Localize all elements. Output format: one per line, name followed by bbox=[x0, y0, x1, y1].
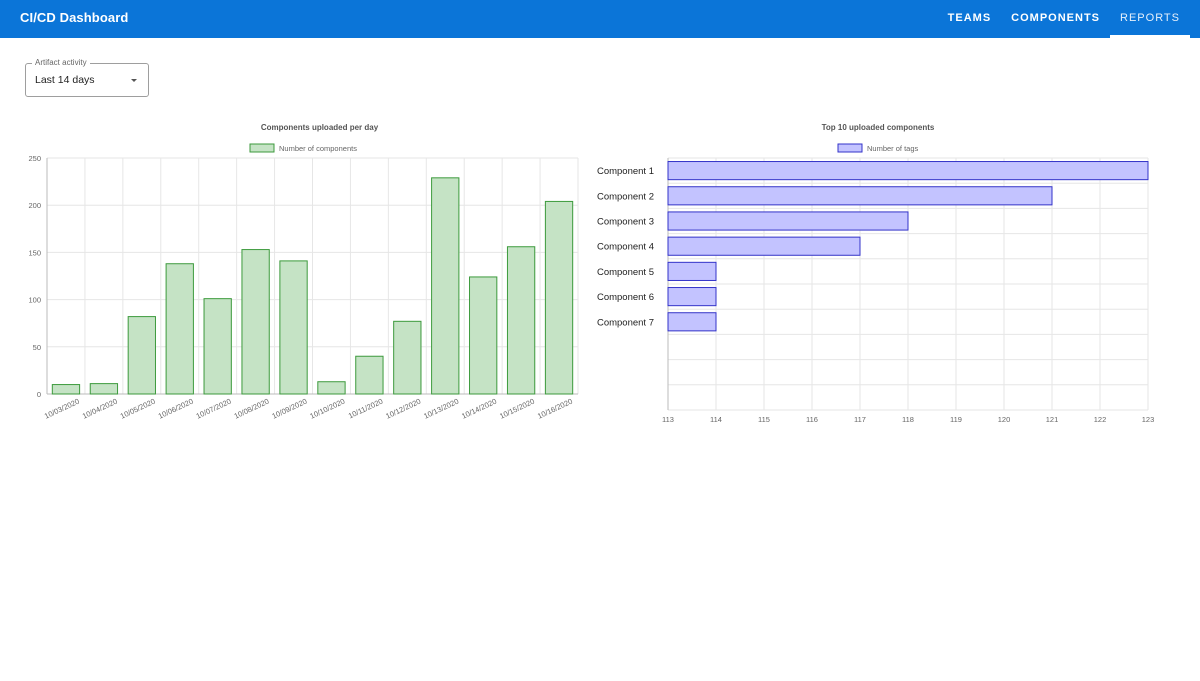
y-tick-label: 0 bbox=[37, 390, 41, 399]
x-tick-label: 10/13/2020 bbox=[422, 397, 460, 421]
chart-title: Components uploaded per day bbox=[261, 123, 379, 132]
artifact-activity-value: Last 14 days bbox=[35, 74, 95, 86]
tab-reports[interactable]: REPORTS bbox=[1110, 0, 1190, 38]
x-tick-label: 10/12/2020 bbox=[384, 397, 422, 421]
app-title: CI/CD Dashboard bbox=[20, 10, 129, 25]
bar bbox=[279, 260, 308, 395]
x-tick-label: 10/16/2020 bbox=[536, 397, 574, 421]
x-tick-label: 120 bbox=[998, 415, 1011, 424]
x-tick-label: 10/06/2020 bbox=[157, 397, 195, 421]
y-tick-label: Component 6 bbox=[597, 292, 654, 303]
bar bbox=[127, 316, 156, 395]
tab-components[interactable]: COMPONENTS bbox=[1011, 12, 1101, 24]
bar bbox=[393, 320, 422, 395]
bar bbox=[667, 287, 717, 307]
artifact-activity-label: Artifact activity bbox=[32, 58, 90, 67]
x-tick-label: 10/07/2020 bbox=[195, 397, 233, 421]
bar bbox=[667, 186, 1053, 206]
bar bbox=[667, 261, 717, 281]
x-tick-label: 114 bbox=[710, 415, 722, 424]
y-tick-label: 100 bbox=[28, 296, 41, 305]
x-tick-label: 10/14/2020 bbox=[460, 397, 498, 421]
top-components-chart: Top 10 uploaded components Number of tags… bbox=[597, 123, 1155, 424]
legend-swatch bbox=[837, 143, 863, 153]
artifact-activity-select[interactable]: Artifact activity Last 14 days bbox=[25, 58, 149, 97]
y-tick-label: 50 bbox=[33, 343, 41, 352]
bar bbox=[203, 298, 232, 395]
y-tick-label: Component 3 bbox=[597, 217, 654, 228]
y-tick-label: Component 4 bbox=[597, 242, 654, 253]
bar bbox=[667, 236, 861, 256]
bar bbox=[667, 312, 717, 332]
legend-label: Number of tags bbox=[867, 144, 919, 153]
bar bbox=[544, 200, 574, 395]
components-per-day-chart: Components uploaded per day Number of com… bbox=[28, 123, 579, 421]
x-tick-label: 115 bbox=[758, 415, 770, 424]
chevron-down-icon bbox=[131, 79, 137, 82]
bar bbox=[355, 355, 384, 395]
x-tick-label: 10/03/2020 bbox=[43, 397, 81, 421]
y-tick-label: Component 1 bbox=[597, 166, 654, 177]
x-tick-label: 121 bbox=[1046, 415, 1059, 424]
y-tick-label: 200 bbox=[28, 201, 41, 210]
legend-swatch bbox=[249, 143, 275, 153]
x-tick-label: 10/05/2020 bbox=[119, 397, 157, 421]
x-tick-label: 10/15/2020 bbox=[498, 397, 536, 421]
chart-title: Top 10 uploaded components bbox=[822, 123, 935, 132]
bar bbox=[317, 381, 346, 395]
bar bbox=[241, 249, 270, 395]
legend-label: Number of components bbox=[279, 144, 357, 153]
x-tick-label: 10/04/2020 bbox=[81, 397, 119, 421]
y-tick-label: Component 5 bbox=[597, 267, 654, 278]
x-tick-label: 116 bbox=[806, 415, 818, 424]
tab-teams[interactable]: TEAMS bbox=[947, 12, 992, 24]
x-tick-label: 10/10/2020 bbox=[308, 397, 346, 421]
bar bbox=[165, 263, 194, 395]
bar bbox=[431, 177, 460, 395]
x-tick-label: 123 bbox=[1142, 415, 1155, 424]
bar bbox=[469, 276, 498, 395]
bar bbox=[667, 211, 909, 231]
x-tick-label: 10/09/2020 bbox=[271, 397, 309, 421]
x-tick-label: 10/11/2020 bbox=[347, 397, 384, 421]
bar bbox=[506, 246, 536, 395]
bar bbox=[89, 383, 119, 395]
app-bar: CI/CD Dashboard TEAMS COMPONENTS REPORTS bbox=[0, 0, 1200, 38]
x-tick-label: 113 bbox=[662, 415, 674, 424]
x-tick-label: 118 bbox=[902, 415, 914, 424]
y-tick-label: 250 bbox=[28, 154, 41, 163]
y-tick-label: Component 2 bbox=[597, 191, 654, 202]
y-tick-label: Component 7 bbox=[597, 317, 654, 328]
bar bbox=[667, 161, 1149, 181]
x-tick-label: 122 bbox=[1094, 415, 1107, 424]
nav-tabs: TEAMS COMPONENTS REPORTS bbox=[938, 0, 1200, 38]
x-tick-label: 117 bbox=[854, 415, 866, 424]
y-tick-label: 150 bbox=[28, 248, 41, 257]
bar bbox=[51, 384, 81, 395]
x-tick-label: 119 bbox=[950, 415, 962, 424]
x-tick-label: 10/08/2020 bbox=[233, 397, 271, 421]
